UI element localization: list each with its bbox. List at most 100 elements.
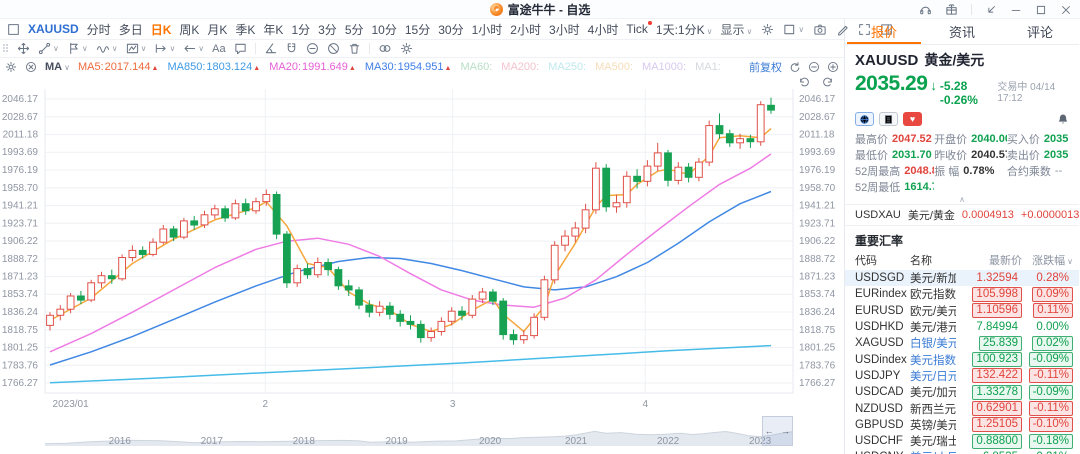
arrow-ray-icon[interactable]: ∨ xyxy=(154,42,175,55)
close-indicator-icon[interactable] xyxy=(25,61,37,73)
snap-corner-icon[interactable] xyxy=(985,4,997,16)
period-1天:1分K[interactable]: 1天:1分K ∨ xyxy=(655,22,713,37)
candlestick-chart[interactable]: 2046.17 2046.17 2028.67 2028.67 2011.18 2011.… xyxy=(0,58,845,410)
gear-icon[interactable] xyxy=(761,23,774,36)
period-周K[interactable]: 周K xyxy=(179,22,200,37)
period-年K[interactable]: 年K xyxy=(263,22,284,37)
expand-icon[interactable] xyxy=(858,23,871,36)
maximize-icon[interactable] xyxy=(1035,4,1047,16)
text-tool[interactable]: Aa xyxy=(212,42,226,55)
ma-indicator-MA1[interactable]: MA1: xyxy=(695,61,721,73)
trash-icon[interactable] xyxy=(348,42,361,55)
ma-indicator-MA20[interactable]: MA20:1991.649▲ xyxy=(269,61,356,73)
period-多日[interactable]: 多日 xyxy=(118,22,143,37)
tab-资讯[interactable]: 资讯 xyxy=(948,25,975,40)
ban-icon[interactable] xyxy=(327,42,340,55)
navigator-right-handle[interactable]: → xyxy=(780,426,790,436)
period-5分[interactable]: 5分 xyxy=(344,22,364,37)
period-3小时[interactable]: 3小时 xyxy=(548,22,580,37)
favorite-heart-icon[interactable]: ♥ xyxy=(903,112,922,126)
camera-icon[interactable] xyxy=(813,23,827,36)
fx-row-USDindex[interactable]: USDindex 美元指数 100.923 -0.09% xyxy=(845,351,1079,368)
period-季K[interactable]: 季K xyxy=(235,22,256,37)
headphones-icon[interactable] xyxy=(919,3,932,16)
fx-row-USDCNY[interactable]: USDCNY美元/人民币 6.8535 -0.21% xyxy=(845,449,1079,454)
fx-header-price[interactable]: 最新价 xyxy=(989,255,1022,267)
ma-indicator-MA200[interactable]: MA200: xyxy=(501,61,539,73)
display-menu[interactable]: 显示 ∨ xyxy=(720,22,753,37)
period-4小时[interactable]: 4小时 xyxy=(587,22,619,37)
period-1小时[interactable]: 1小时 xyxy=(471,22,503,37)
period-3分[interactable]: 3分 xyxy=(318,22,337,37)
ma-indicator-MA60[interactable]: MA60: xyxy=(460,61,492,73)
close-icon[interactable] xyxy=(1060,4,1072,16)
frame-select-icon[interactable]: ∨ xyxy=(783,23,804,36)
gift-icon[interactable] xyxy=(945,3,958,16)
usdxau-row[interactable]: USDXAU 美元/黄金 0.0004913 +0.0000013 +0.26% xyxy=(845,205,1079,225)
flag-draw-icon[interactable]: ∨ xyxy=(67,42,88,55)
ma-indicator-MA1000[interactable]: MA1000: xyxy=(642,61,686,73)
fx-row-USDCAD[interactable]: USDCAD 美元/加元 1.33278 -0.09% xyxy=(845,384,1079,400)
fx-row-GBPUSD[interactable]: GBPUSD 英镑/美元 1.25105 -0.10% xyxy=(845,417,1079,433)
period-15分[interactable]: 15分 xyxy=(404,22,431,37)
market-globe-icon[interactable] xyxy=(855,112,874,126)
period-Tick[interactable]: Tick xyxy=(626,21,652,36)
trend-line-icon[interactable]: ∨ xyxy=(38,42,59,55)
redo-icon[interactable] xyxy=(821,76,834,88)
adjust-mode-link[interactable]: 前复权 xyxy=(749,62,782,74)
circle-minus-icon[interactable] xyxy=(306,42,319,55)
zoom-out-icon[interactable] xyxy=(808,61,820,73)
fx-row-NZDUSD[interactable]: NZDUSD 新西兰元/美元 0.62901 -0.11% xyxy=(845,400,1079,417)
link-icon[interactable] xyxy=(378,42,392,55)
pattern-icon[interactable]: ∨ xyxy=(126,42,146,55)
fx-row-USDHKD[interactable]: USDHKD 美元/港元 7.84994 0.00% xyxy=(845,319,1079,335)
move-icon[interactable] xyxy=(17,42,30,55)
ma-indicator-MA5[interactable]: MA5:2017.144▲ xyxy=(78,61,159,73)
period-30分[interactable]: 30分 xyxy=(438,22,464,37)
toolbar-grip[interactable] xyxy=(3,44,9,53)
magnet-icon[interactable] xyxy=(285,42,298,55)
gear-icon[interactable] xyxy=(400,42,413,55)
period-1分[interactable]: 1分 xyxy=(291,22,311,37)
document-icon[interactable] xyxy=(879,112,898,126)
minimize-icon[interactable] xyxy=(1010,4,1022,16)
tab-评论[interactable]: 评论 xyxy=(1026,25,1053,40)
zoom-in-icon[interactable] xyxy=(827,61,839,73)
fx-row-EURUSD[interactable]: EURUSD 欧元/美元 1.10596 0.11% xyxy=(845,303,1079,319)
fx-row-USDCHF[interactable]: USDCHF 美元/瑞士法郎 0.88800 -0.18% xyxy=(845,433,1079,449)
wave-icon[interactable]: ∨ xyxy=(96,42,118,55)
chart-symbol-label[interactable]: XAUUSD xyxy=(28,22,79,36)
navigator-left-handle[interactable]: ← xyxy=(764,426,774,436)
period-分时[interactable]: 分时 xyxy=(86,22,111,37)
period-月K[interactable]: 月K xyxy=(207,22,228,37)
layout-icon[interactable] xyxy=(7,23,20,36)
ma-indicator-MA500[interactable]: MA500: xyxy=(595,61,633,73)
panel-right-icon[interactable] xyxy=(880,23,893,36)
fx-header-code[interactable]: 代码 xyxy=(855,255,877,267)
fx-header-pct[interactable]: 涨跌幅 ∨ xyxy=(1032,255,1073,267)
fx-row-USDJPY[interactable]: USDJPY 美元/日元 132.422 -0.11% xyxy=(845,368,1079,384)
fx-row-EURindex[interactable]: EURindex 欧元指数 105.998 0.09% xyxy=(845,286,1079,302)
collapse-details-chevron[interactable]: ∧ xyxy=(959,194,965,204)
alert-bell-icon[interactable] xyxy=(1057,113,1069,125)
pencil-icon[interactable] xyxy=(836,23,849,36)
fx-row-USDSGD[interactable]: USDSGD 美元/新加坡元 1.32594 0.28% xyxy=(845,270,1079,287)
undo-icon[interactable] xyxy=(798,76,811,88)
ma-indicator-MA250[interactable]: MA250: xyxy=(548,61,586,73)
reset-zoom-icon[interactable] xyxy=(789,61,801,73)
comment-icon[interactable] xyxy=(234,42,247,55)
angle-icon[interactable] xyxy=(264,42,277,55)
indicator-name[interactable]: MA ∨ xyxy=(45,61,70,73)
chart-navigator[interactable]: 2016 2017 2018 2019 2020 2021 2022 2023 ← → xyxy=(0,416,844,448)
back-arrow-icon[interactable]: ∨ xyxy=(183,42,204,55)
tab-报价[interactable]: 报价 xyxy=(845,19,923,44)
period-2小时[interactable]: 2小时 xyxy=(510,22,541,37)
period-10分[interactable]: 10分 xyxy=(371,22,397,37)
navigator-selection[interactable]: ← → xyxy=(761,416,793,446)
ma-indicator-MA850[interactable]: MA850:1803.124▲ xyxy=(167,61,260,73)
fx-row-XAGUSD[interactable]: XAGUSD 白银/美元 25.839 0.02% xyxy=(845,335,1079,351)
gear-icon[interactable] xyxy=(5,61,17,73)
period-日K[interactable]: 日K xyxy=(150,22,172,37)
ma-indicator-MA30[interactable]: MA30:1954.951▲ xyxy=(365,61,452,73)
fx-header-name[interactable]: 名称 xyxy=(910,255,932,267)
